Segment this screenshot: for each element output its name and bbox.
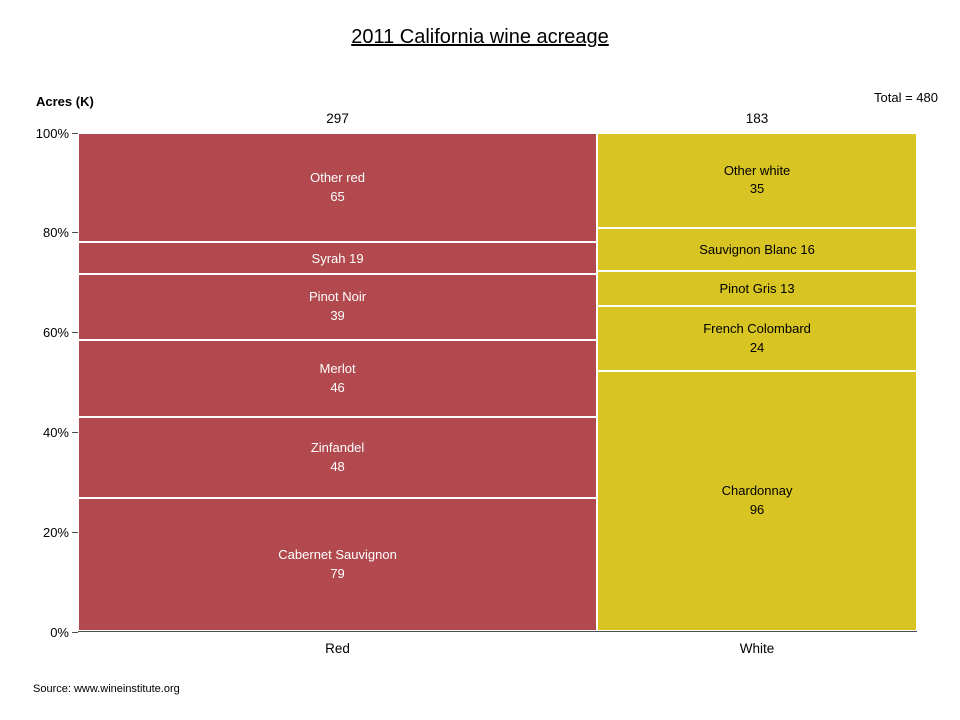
y-tick-mark	[72, 232, 78, 234]
segment-pinot-gris: Pinot Gris 13	[597, 271, 917, 307]
segment-stack: Other white 35 Sauvignon Blanc 16 Pinot Gri…	[597, 133, 917, 631]
y-tick-text: 20%	[42, 524, 69, 540]
y-axis-title: Acres (K)	[36, 94, 94, 109]
y-tick-text: 0%	[50, 624, 69, 640]
y-tick-label: 0%	[20, 624, 78, 640]
segment-value: 35	[749, 181, 765, 197]
column-category-label: Red	[325, 641, 350, 656]
column-total-label: 297	[326, 111, 349, 126]
segment-other-red: Other red 65	[78, 133, 598, 243]
segment-value: 96	[749, 502, 765, 518]
segment-pinot-noir: Pinot Noir 39	[78, 274, 598, 340]
segment-label: Other red	[310, 169, 366, 185]
column-red: 297 Other red 65 Syrah 19 Pinot Noir 39 Merlot…	[78, 111, 598, 656]
column-total-label: 183	[745, 111, 769, 126]
y-tick-mark	[72, 132, 78, 134]
y-tick-mark	[72, 332, 78, 334]
column-white: 183 Other white 35 Sauvignon Blanc 16 Pinot …	[597, 111, 917, 656]
segment-label: Merlot	[319, 360, 356, 376]
y-tick-text: 60%	[42, 325, 69, 341]
segment-other-white: Other white 35	[597, 133, 917, 228]
segment-label: Other white	[723, 162, 791, 178]
y-tick-text: 40%	[42, 424, 69, 440]
y-tick-mark	[72, 531, 78, 533]
y-tick-text: 80%	[42, 225, 69, 241]
total-label: Total = 480	[874, 90, 938, 105]
segment-stack: Other red 65 Syrah 19 Pinot Noir 39 Merlot 46 Z…	[78, 133, 598, 631]
y-tick-label: 20%	[20, 524, 78, 540]
segment-value: 39	[330, 308, 345, 324]
segment-chardonnay: Chardonnay 96	[597, 371, 917, 631]
segment-label: French Colombard	[703, 320, 811, 336]
segment-label: Zinfandel	[310, 439, 365, 455]
segment-syrah: Syrah 19	[78, 242, 598, 275]
segment-cabernet-sauvignon: Cabernet Sauvignon 79	[78, 498, 598, 631]
segment-french-colombard: French Colombard 24	[597, 306, 917, 372]
column-category-label: White	[739, 641, 775, 656]
source-note: Source: www.wineinstitute.org	[33, 683, 180, 695]
segment-value: 46	[330, 379, 345, 395]
segment-value: 65	[330, 188, 345, 204]
segment-value: 48	[330, 458, 345, 474]
y-tick-label: 80%	[20, 225, 78, 241]
segment-label: Cabernet Sauvignon	[278, 546, 397, 562]
y-tick-label: 60%	[20, 325, 78, 341]
segment-sauvignon-blanc: Sauvignon Blanc 16	[597, 227, 917, 272]
y-tick-mark	[72, 431, 78, 433]
y-tick-mark	[72, 631, 78, 633]
y-tick-label: 40%	[20, 424, 78, 440]
segment-label: Chardonnay	[721, 483, 793, 499]
segment-value: 24	[749, 339, 765, 355]
segment-label: Pinot Noir	[309, 289, 367, 305]
segment-value: 79	[330, 565, 345, 581]
segment-merlot: Merlot 46	[78, 339, 598, 418]
plot-area: 297 Other red 65 Syrah 19 Pinot Noir 39 Merlot…	[78, 111, 917, 656]
y-tick-label: 100%	[20, 125, 78, 141]
y-tick-text: 100%	[35, 125, 69, 141]
mosaic-chart: 297 Other red 65 Syrah 19 Pinot Noir 39 Merlot…	[36, 111, 917, 656]
chart-title: 2011 California wine acreage	[351, 26, 609, 48]
segment-zinfandel: Zinfandel 48	[78, 417, 598, 499]
